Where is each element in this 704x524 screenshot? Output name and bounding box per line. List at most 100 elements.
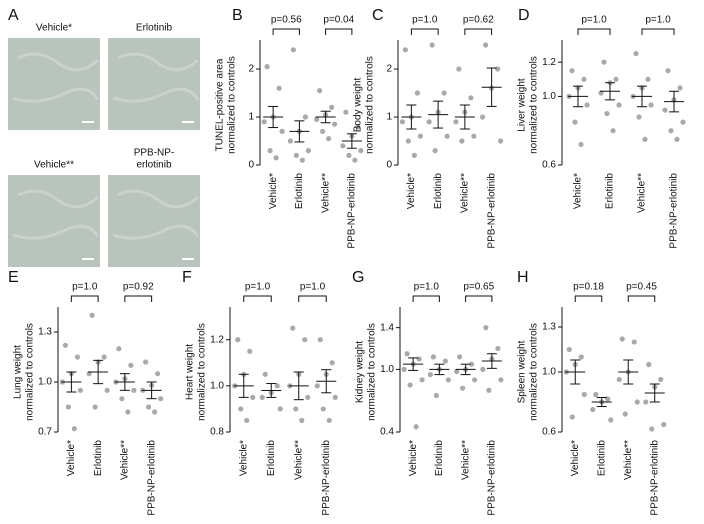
tissue-texture <box>12 52 100 103</box>
data-point <box>332 121 338 127</box>
x-tick-label: Vehicle** <box>120 440 131 480</box>
y-tick-label: 1.4 <box>380 322 394 333</box>
x-tick-label: PPB-NP-erlotinib <box>649 440 660 516</box>
data-point <box>472 377 478 383</box>
data-point <box>680 119 686 125</box>
data-point <box>104 387 110 393</box>
data-point <box>261 119 267 125</box>
data-point <box>419 377 425 383</box>
comparison-bracket <box>627 295 656 302</box>
y-tick-label: 0 <box>248 160 254 171</box>
data-point <box>276 85 282 91</box>
data-point <box>358 148 364 154</box>
x-tick-label: Vehicle** <box>623 440 634 480</box>
y-axis-label: normalized to controls <box>197 323 208 421</box>
data-point <box>116 346 122 352</box>
y-axis-label: normalized to controls <box>365 56 376 154</box>
x-tick-label: PPB-NP-erlotinib <box>347 173 358 249</box>
data-point <box>74 354 80 360</box>
data-point <box>299 417 305 424</box>
y-tick-label: 1 <box>386 112 392 123</box>
data-point <box>262 371 268 377</box>
data-point <box>441 90 447 96</box>
data-point <box>317 88 323 94</box>
data-point <box>346 152 352 158</box>
y-axis-label: normalized to controls <box>529 56 540 154</box>
data-point <box>661 421 667 428</box>
data-point <box>402 47 408 53</box>
data-point <box>646 361 652 368</box>
data-point <box>92 404 98 410</box>
data-point <box>267 148 273 154</box>
data-point <box>634 399 640 405</box>
y-tick-label: 1.3 <box>542 322 556 333</box>
y-axis-label: Kidney weight <box>355 341 366 403</box>
data-point <box>469 361 475 367</box>
data-point <box>326 136 332 142</box>
data-point <box>125 409 131 415</box>
tissue-texture <box>12 189 100 240</box>
data-point <box>566 346 572 353</box>
data-point <box>332 394 338 400</box>
data-point <box>590 406 596 413</box>
x-tick-label: Vehicle** <box>637 173 648 213</box>
panel-letter: A <box>8 7 19 24</box>
data-point <box>417 133 423 139</box>
data-point <box>480 114 486 120</box>
x-tick-label: Vehicle* <box>408 440 419 476</box>
data-point <box>456 66 462 72</box>
data-point <box>352 157 358 163</box>
data-point <box>610 128 616 134</box>
data-point <box>483 325 489 331</box>
y-tick-label: 0.7 <box>38 427 52 438</box>
y-tick-label: 1.0 <box>210 380 224 391</box>
data-point <box>569 414 575 420</box>
data-point <box>399 119 405 125</box>
p-value: p=0.56 <box>271 15 302 26</box>
x-tick-label: PPB-NP-erlotinib <box>486 173 497 249</box>
p-value: p=1.0 <box>581 15 607 26</box>
comparison-bracket <box>577 28 611 35</box>
y-tick-label: 1.0 <box>542 367 556 378</box>
image-label: Vehicle* <box>36 23 72 34</box>
comparison-bracket <box>70 295 99 302</box>
data-point <box>314 116 320 122</box>
y-axis-label: normalized to controls <box>227 56 238 154</box>
data-point <box>326 417 332 424</box>
data-point <box>460 385 466 391</box>
data-point <box>454 368 460 375</box>
y-tick-label: 1 <box>248 112 254 123</box>
data-point <box>613 76 619 82</box>
data-point <box>495 66 501 72</box>
data-point <box>668 128 674 134</box>
data-point <box>413 424 419 430</box>
data-point <box>483 42 489 48</box>
data-point <box>314 383 320 389</box>
x-tick-label: Vehicle** <box>460 440 471 480</box>
data-point <box>405 138 411 144</box>
data-point <box>662 107 668 113</box>
y-tick-label: 2 <box>248 64 254 75</box>
data-point <box>329 104 335 110</box>
x-tick-label: Erlotinib <box>93 440 104 477</box>
tissue-texture <box>112 52 200 103</box>
data-point <box>77 387 83 393</box>
comparison-bracket <box>325 28 353 35</box>
data-point <box>152 409 158 415</box>
x-tick-label: Vehicle** <box>293 440 304 480</box>
data-point <box>404 351 410 357</box>
data-point <box>432 148 438 154</box>
panel-letter: F <box>182 269 192 286</box>
data-point <box>453 119 459 125</box>
data-point <box>429 42 435 48</box>
data-point <box>146 404 152 410</box>
data-point <box>498 138 504 144</box>
data-point <box>604 110 610 117</box>
y-tick-label: 1.3 <box>38 327 52 338</box>
panel-letter: B <box>232 7 243 24</box>
y-tick-label: 1.2 <box>542 57 556 68</box>
data-point <box>572 119 578 125</box>
comparison-bracket <box>574 295 603 302</box>
comparison-bracket <box>641 28 675 35</box>
